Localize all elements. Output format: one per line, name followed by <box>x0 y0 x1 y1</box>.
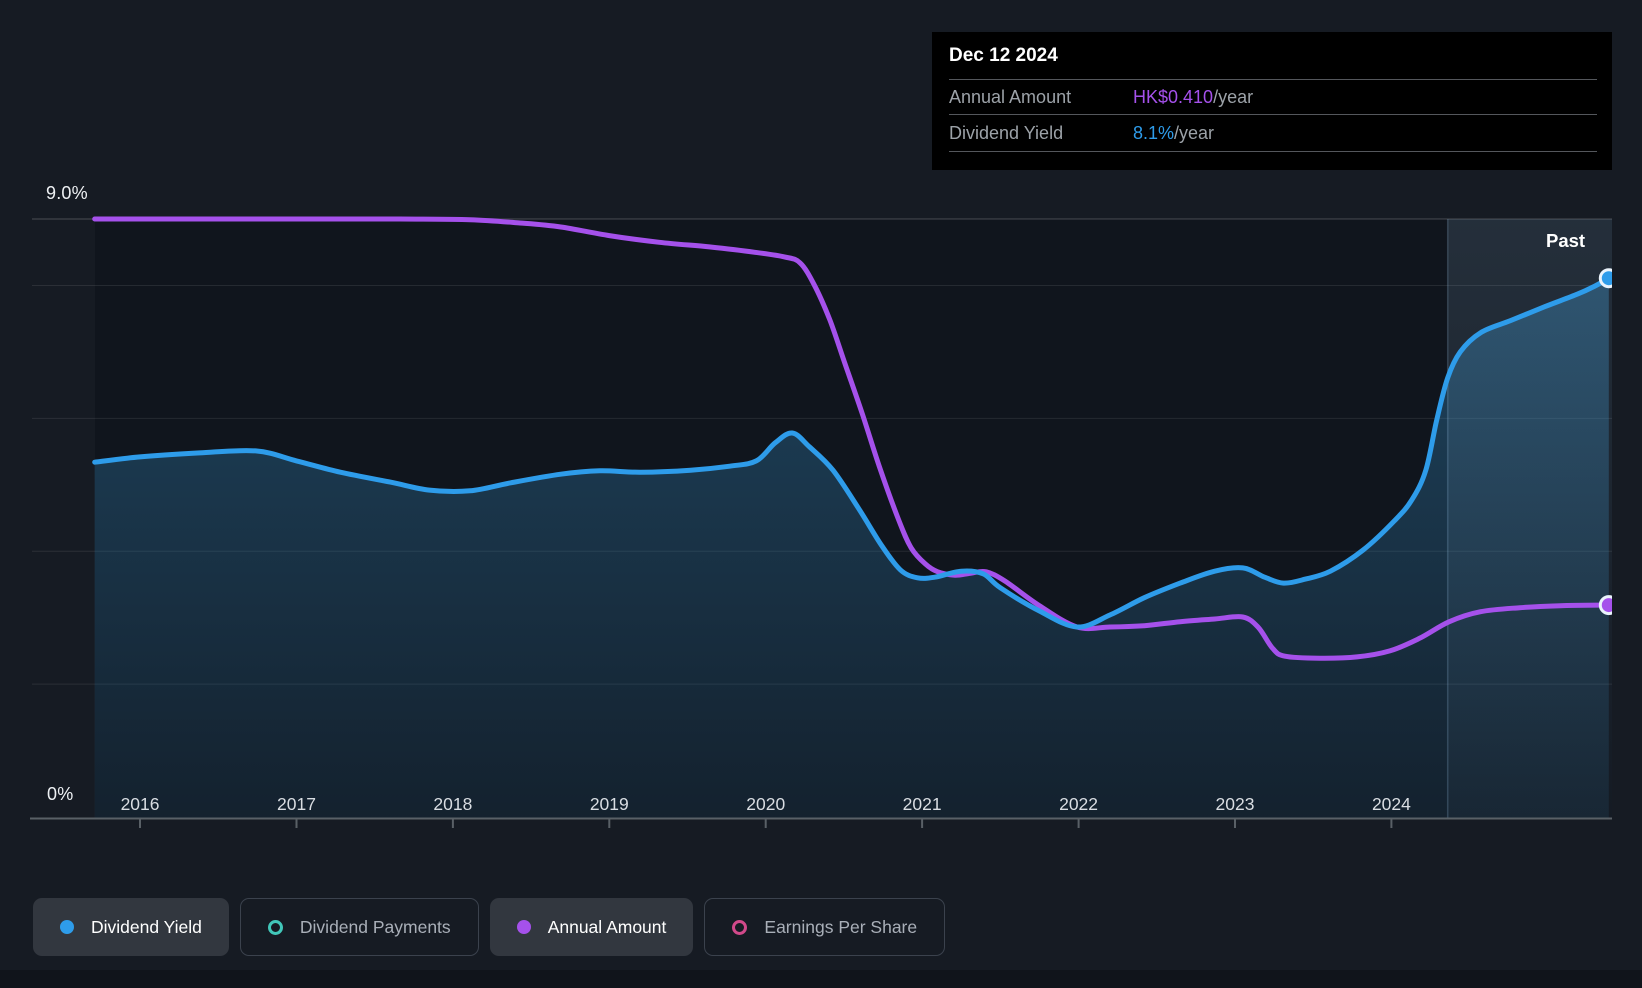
x-axis-label-2023: 2023 <box>1215 794 1255 814</box>
x-axis-label-2022: 2022 <box>1059 794 1099 814</box>
tooltip-date: Dec 12 2024 <box>949 44 1058 66</box>
legend-toggle-dividend-yield[interactable]: Dividend Yield <box>33 898 229 956</box>
x-axis-label-2017: 2017 <box>277 794 316 814</box>
legend-toggle-earnings-per-share[interactable]: Earnings Per Share <box>704 898 946 956</box>
x-axis-label-2019: 2019 <box>589 794 629 814</box>
y-axis-bottom-label: 0% <box>47 784 74 804</box>
earnings-per-share-series-marker-icon <box>732 919 748 935</box>
tooltip-divider <box>949 79 1597 80</box>
chart-tooltip: Dec 12 2024 Annual Amount HK$0.410/year Di… <box>932 32 1612 170</box>
x-axis-label-2021: 2021 <box>902 794 942 814</box>
dividend-payments-series-marker-icon <box>267 919 283 935</box>
tooltip-row-suffix: /year <box>1174 122 1215 143</box>
x-axis-label-2020: 2020 <box>746 794 786 814</box>
legend-label: Dividend Yield <box>91 916 202 937</box>
x-axis-label-2024: 2024 <box>1371 794 1411 814</box>
legend-toggle-dividend-payments[interactable]: Dividend Payments <box>239 898 479 956</box>
legend-label: Annual Amount <box>547 916 667 937</box>
legend-toggle-annual-amount[interactable]: Annual Amount <box>489 898 694 956</box>
legend-label: Dividend Payments <box>299 916 451 937</box>
window-bottom-edge <box>0 970 1642 988</box>
legend-label: Earnings Per Share <box>764 916 918 937</box>
tooltip-row-suffix: /year <box>1213 86 1254 107</box>
dividend-yield-series-marker-icon <box>60 920 74 934</box>
tooltip-row-value: 8.1% <box>1133 122 1175 143</box>
y-axis-top-label: 9.0% <box>46 183 88 203</box>
x-axis-label-2016: 2016 <box>120 794 160 814</box>
annual-amount-series-marker-icon <box>516 920 531 934</box>
x-axis-label-2018: 2018 <box>433 794 473 814</box>
tooltip-row-label: Annual Amount <box>949 86 1072 107</box>
tooltip-row-dividend-yield: Dividend Yield 8.1%/year <box>932 115 1612 151</box>
tooltip-row-label: Dividend Yield <box>949 122 1064 143</box>
tooltip-row-value: HK$0.410 <box>1133 86 1214 107</box>
tooltip-divider <box>949 151 1597 152</box>
tooltip-row-annual-amount: Annual Amount HK$0.410/year <box>932 80 1612 114</box>
chart-legend: Dividend Yield Dividend Payments Annual Am… <box>33 898 946 956</box>
past-region-label: Past <box>1546 230 1586 251</box>
tooltip-divider <box>949 114 1597 115</box>
